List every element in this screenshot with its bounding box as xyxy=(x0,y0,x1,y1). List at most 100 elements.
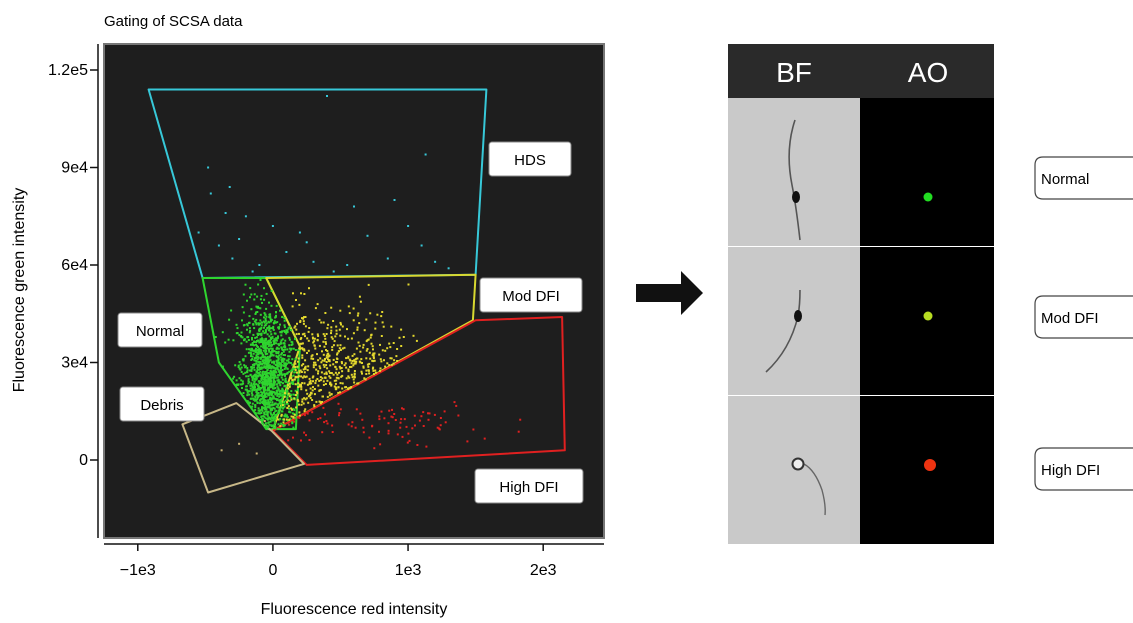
point-mod-dfi xyxy=(304,325,307,328)
point-normal xyxy=(270,289,273,292)
point-normal xyxy=(281,348,284,351)
point-high-dfi xyxy=(347,423,350,426)
point-mod-dfi xyxy=(322,321,325,324)
point-normal xyxy=(260,366,263,369)
point-mod-dfi xyxy=(324,341,327,344)
point-mod-dfi xyxy=(294,376,297,379)
point-normal xyxy=(262,386,264,389)
point-normal xyxy=(265,395,268,398)
point-normal xyxy=(287,355,290,358)
point-mod-dfi xyxy=(366,339,369,342)
point-mod-dfi xyxy=(295,406,298,409)
point-mod-dfi xyxy=(319,379,322,382)
point-normal xyxy=(244,283,247,286)
point-normal xyxy=(256,371,259,374)
point-mod-dfi xyxy=(373,373,375,376)
points-layer xyxy=(197,95,522,455)
point-normal xyxy=(272,407,275,409)
point-normal xyxy=(265,376,267,379)
point-hds xyxy=(424,153,427,156)
point-normal xyxy=(272,413,275,416)
point-normal xyxy=(267,417,270,420)
point-mod-dfi xyxy=(339,382,342,385)
point-hds xyxy=(346,264,349,266)
point-mod-dfi xyxy=(314,307,317,310)
point-normal xyxy=(288,355,291,358)
point-mod-dfi xyxy=(353,360,356,363)
point-mod-dfi xyxy=(282,421,285,424)
point-mod-dfi xyxy=(369,357,372,360)
point-high-dfi xyxy=(317,418,320,420)
point-normal xyxy=(280,372,282,375)
point-mod-dfi xyxy=(302,317,305,320)
point-normal xyxy=(283,319,286,322)
point-high-dfi xyxy=(337,402,340,405)
point-mod-dfi xyxy=(335,376,338,379)
point-mod-dfi xyxy=(290,407,293,410)
point-mod-dfi xyxy=(303,348,306,351)
point-mod-dfi xyxy=(301,317,303,320)
point-mod-dfi xyxy=(316,353,318,356)
point-mod-dfi xyxy=(292,416,295,419)
point-normal xyxy=(272,419,275,422)
point-mod-dfi xyxy=(359,300,362,303)
point-normal xyxy=(275,342,278,345)
point-mod-dfi xyxy=(354,358,357,361)
point-mod-dfi xyxy=(294,325,297,328)
point-normal xyxy=(283,317,286,320)
point-normal xyxy=(274,410,277,413)
point-normal xyxy=(254,404,257,407)
point-normal xyxy=(267,339,270,342)
gate-label-debris: Debris xyxy=(119,386,205,422)
point-normal xyxy=(259,374,262,377)
point-normal xyxy=(253,384,256,387)
point-mod-dfi xyxy=(306,383,309,386)
point-normal xyxy=(255,376,258,379)
point-normal xyxy=(254,349,257,351)
point-mod-dfi xyxy=(320,371,323,374)
point-normal xyxy=(290,329,292,332)
point-normal xyxy=(260,415,263,418)
point-normal xyxy=(283,373,286,376)
point-normal xyxy=(253,389,256,392)
point-normal xyxy=(272,361,274,364)
point-mod-dfi xyxy=(367,369,370,372)
point-normal xyxy=(262,419,265,422)
point-mod-dfi xyxy=(359,361,362,364)
point-mod-dfi xyxy=(297,375,300,378)
point-normal xyxy=(277,387,280,390)
point-normal xyxy=(278,374,281,377)
bf-image-high-dfi xyxy=(728,396,860,544)
point-normal xyxy=(266,357,269,360)
point-normal xyxy=(255,359,258,362)
point-normal xyxy=(251,342,254,344)
point-high-dfi xyxy=(287,439,290,442)
point-mod-dfi xyxy=(354,362,357,365)
point-mod-dfi xyxy=(298,332,300,335)
point-normal xyxy=(250,384,253,387)
point-normal xyxy=(264,383,267,386)
point-normal xyxy=(283,329,286,332)
bf-image-mod-dfi xyxy=(728,247,860,395)
point-mod-dfi xyxy=(376,313,379,316)
point-normal xyxy=(263,298,266,301)
point-hds xyxy=(207,166,210,169)
point-normal xyxy=(259,348,262,351)
point-mod-dfi xyxy=(319,367,322,370)
x-tick-label: 2e3 xyxy=(530,562,557,579)
point-normal xyxy=(270,371,273,374)
point-normal xyxy=(264,351,267,354)
point-mod-dfi xyxy=(347,387,350,390)
point-normal xyxy=(280,394,282,397)
point-normal xyxy=(258,382,261,385)
point-mod-dfi xyxy=(345,377,348,380)
point-normal xyxy=(261,354,264,357)
point-normal xyxy=(283,367,286,370)
point-normal xyxy=(253,327,256,330)
point-normal xyxy=(270,318,272,321)
point-normal xyxy=(285,380,287,383)
row-mod-dfi xyxy=(728,247,994,395)
point-mod-dfi xyxy=(301,400,304,403)
point-mod-dfi xyxy=(329,364,332,367)
